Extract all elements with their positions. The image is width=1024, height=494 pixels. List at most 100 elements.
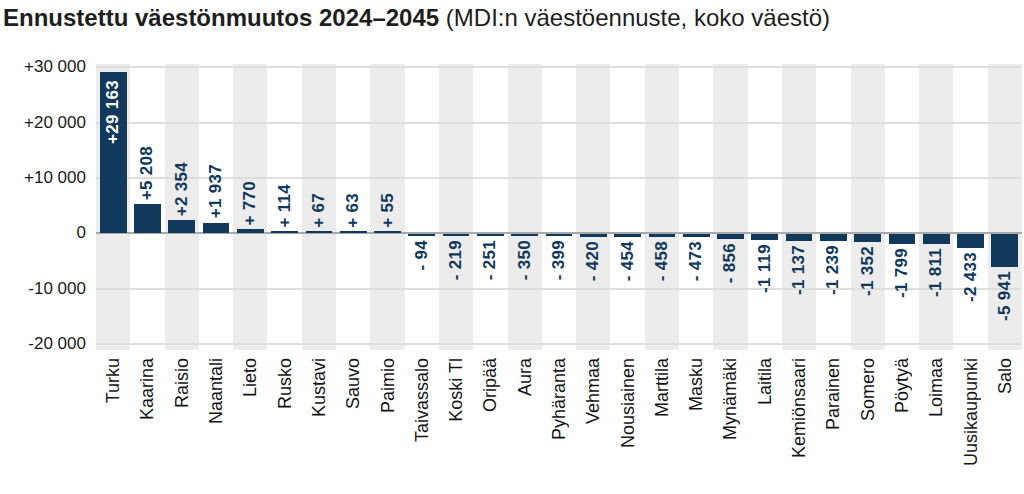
x-axis-cell: Taivassalo <box>405 352 439 494</box>
bar <box>991 234 1018 267</box>
bar-value-label: - 350 <box>514 240 536 280</box>
x-axis-cell: Pyhäranta <box>542 352 576 494</box>
x-axis-label: Somero <box>857 358 879 421</box>
bar <box>751 234 778 240</box>
bar-column: + 67 <box>302 64 336 350</box>
bar <box>854 234 881 241</box>
bar-column: + 63 <box>336 64 370 350</box>
chart-title: Ennustettu väestönmuutos 2024–2045 <box>3 4 439 31</box>
x-axis-cell: Parainen <box>816 352 850 494</box>
x-axis-label: Uusikaupunki <box>960 358 982 466</box>
x-axis-label: Turku <box>102 358 124 403</box>
x-axis-label: Marttila <box>651 358 673 417</box>
bar <box>477 234 504 236</box>
x-axis-cell: Kemiönsaari <box>782 352 816 494</box>
x-axis: TurkuKaarinaRaisioNaantaliLietoRuskoKust… <box>96 352 1022 494</box>
x-axis-label: Salo <box>994 358 1016 394</box>
bar-column: - 454 <box>610 64 644 350</box>
bar-value-label: - 473 <box>685 241 707 281</box>
bar-value-label: - 458 <box>651 241 673 281</box>
bar-value-label: -2 433 <box>960 252 982 302</box>
bar <box>271 231 298 233</box>
bar-column: -1 352 <box>851 64 885 350</box>
x-axis-cell: Laitila <box>748 352 782 494</box>
bar <box>511 234 538 236</box>
y-axis-tick-label: +10 000 <box>0 168 86 188</box>
x-axis-label: Paimio <box>377 358 399 413</box>
x-axis-label: Lieto <box>239 358 261 397</box>
bar-column: -5 941 <box>988 64 1022 350</box>
x-axis-cell: Aura <box>508 352 542 494</box>
bar-column: - 350 <box>508 64 542 350</box>
x-axis-cell: Salo <box>988 352 1022 494</box>
bar <box>683 234 710 237</box>
page-title: Ennustettu väestönmuutos 2024–2045 (MDI:… <box>3 2 830 34</box>
y-axis-tick-label: +20 000 <box>0 113 86 133</box>
bar-value-label: + 114 <box>274 184 296 228</box>
bar-value-label: + 63 <box>342 193 364 228</box>
x-axis-cell: Pöytyä <box>885 352 919 494</box>
x-axis-label: Nousiainen <box>617 358 639 448</box>
bar <box>203 223 230 234</box>
x-axis-label: Oripää <box>479 358 501 412</box>
x-axis-label: Rusko <box>274 358 296 409</box>
bar-column: -1 137 <box>782 64 816 350</box>
x-axis-cell: Oripää <box>473 352 507 494</box>
x-axis-cell: Sauvo <box>336 352 370 494</box>
x-axis-cell: Loimaa <box>919 352 953 494</box>
bar <box>957 234 984 247</box>
bar-column: -2 433 <box>953 64 987 350</box>
x-axis-label: Aura <box>514 358 536 396</box>
x-axis-cell: Rusko <box>267 352 301 494</box>
bar <box>786 234 813 240</box>
bar-column: + 770 <box>233 64 267 350</box>
x-axis-label: Koski Tl <box>445 358 467 422</box>
bar-column: +5 208 <box>130 64 164 350</box>
bar <box>923 234 950 244</box>
x-axis-label: Pyhäranta <box>548 358 570 440</box>
x-axis-cell: Nousiainen <box>610 352 644 494</box>
x-axis-label: Raisio <box>171 358 193 408</box>
bar-column: -1 799 <box>885 64 919 350</box>
bar-column: - 420 <box>576 64 610 350</box>
bar <box>889 234 916 244</box>
bar-column: -1 811 <box>919 64 953 350</box>
x-axis-label: Kaarina <box>136 358 158 420</box>
bar-value-label: -1 811 <box>925 248 947 297</box>
bar-value-label: -1 799 <box>891 248 913 298</box>
x-axis-cell: Lieto <box>233 352 267 494</box>
y-axis-tick-label: -20 000 <box>0 334 86 354</box>
bar-column: +2 354 <box>165 64 199 350</box>
bar-value-label: -1 119 <box>754 244 776 293</box>
y-axis-tick-label: -10 000 <box>0 279 86 299</box>
chart-canvas: Ennustettu väestönmuutos 2024–2045 (MDI:… <box>0 0 1024 494</box>
x-axis-label: Taivassalo <box>411 358 433 442</box>
bar <box>306 231 333 233</box>
y-axis-tick-label: +30 000 <box>0 57 86 77</box>
x-axis-cell: Turku <box>96 352 130 494</box>
bar-column: + 114 <box>267 64 301 350</box>
bar-column: -1 119 <box>748 64 782 350</box>
bar-column: - 219 <box>439 64 473 350</box>
bar <box>443 234 470 236</box>
bar-value-label: - 856 <box>719 243 741 283</box>
x-axis-cell: Somero <box>851 352 885 494</box>
bar-value-label: -5 941 <box>994 271 1016 321</box>
x-axis-label: Mynämäki <box>719 358 741 440</box>
bar <box>717 234 744 239</box>
bar-value-label: - 251 <box>479 240 501 280</box>
bar <box>649 234 676 237</box>
x-axis-cell: Paimio <box>370 352 404 494</box>
bar-value-label: -1 352 <box>857 246 879 296</box>
bar <box>168 220 195 233</box>
bar <box>134 204 161 233</box>
bar <box>237 229 264 233</box>
x-axis-cell: Mynämäki <box>713 352 747 494</box>
bar <box>408 234 435 236</box>
bar-column: - 473 <box>679 64 713 350</box>
bar-value-label: - 219 <box>445 240 467 280</box>
bar-value-label: -1 137 <box>788 245 810 295</box>
x-axis-cell: Koski Tl <box>439 352 473 494</box>
bar <box>374 231 401 233</box>
bar <box>820 234 847 241</box>
